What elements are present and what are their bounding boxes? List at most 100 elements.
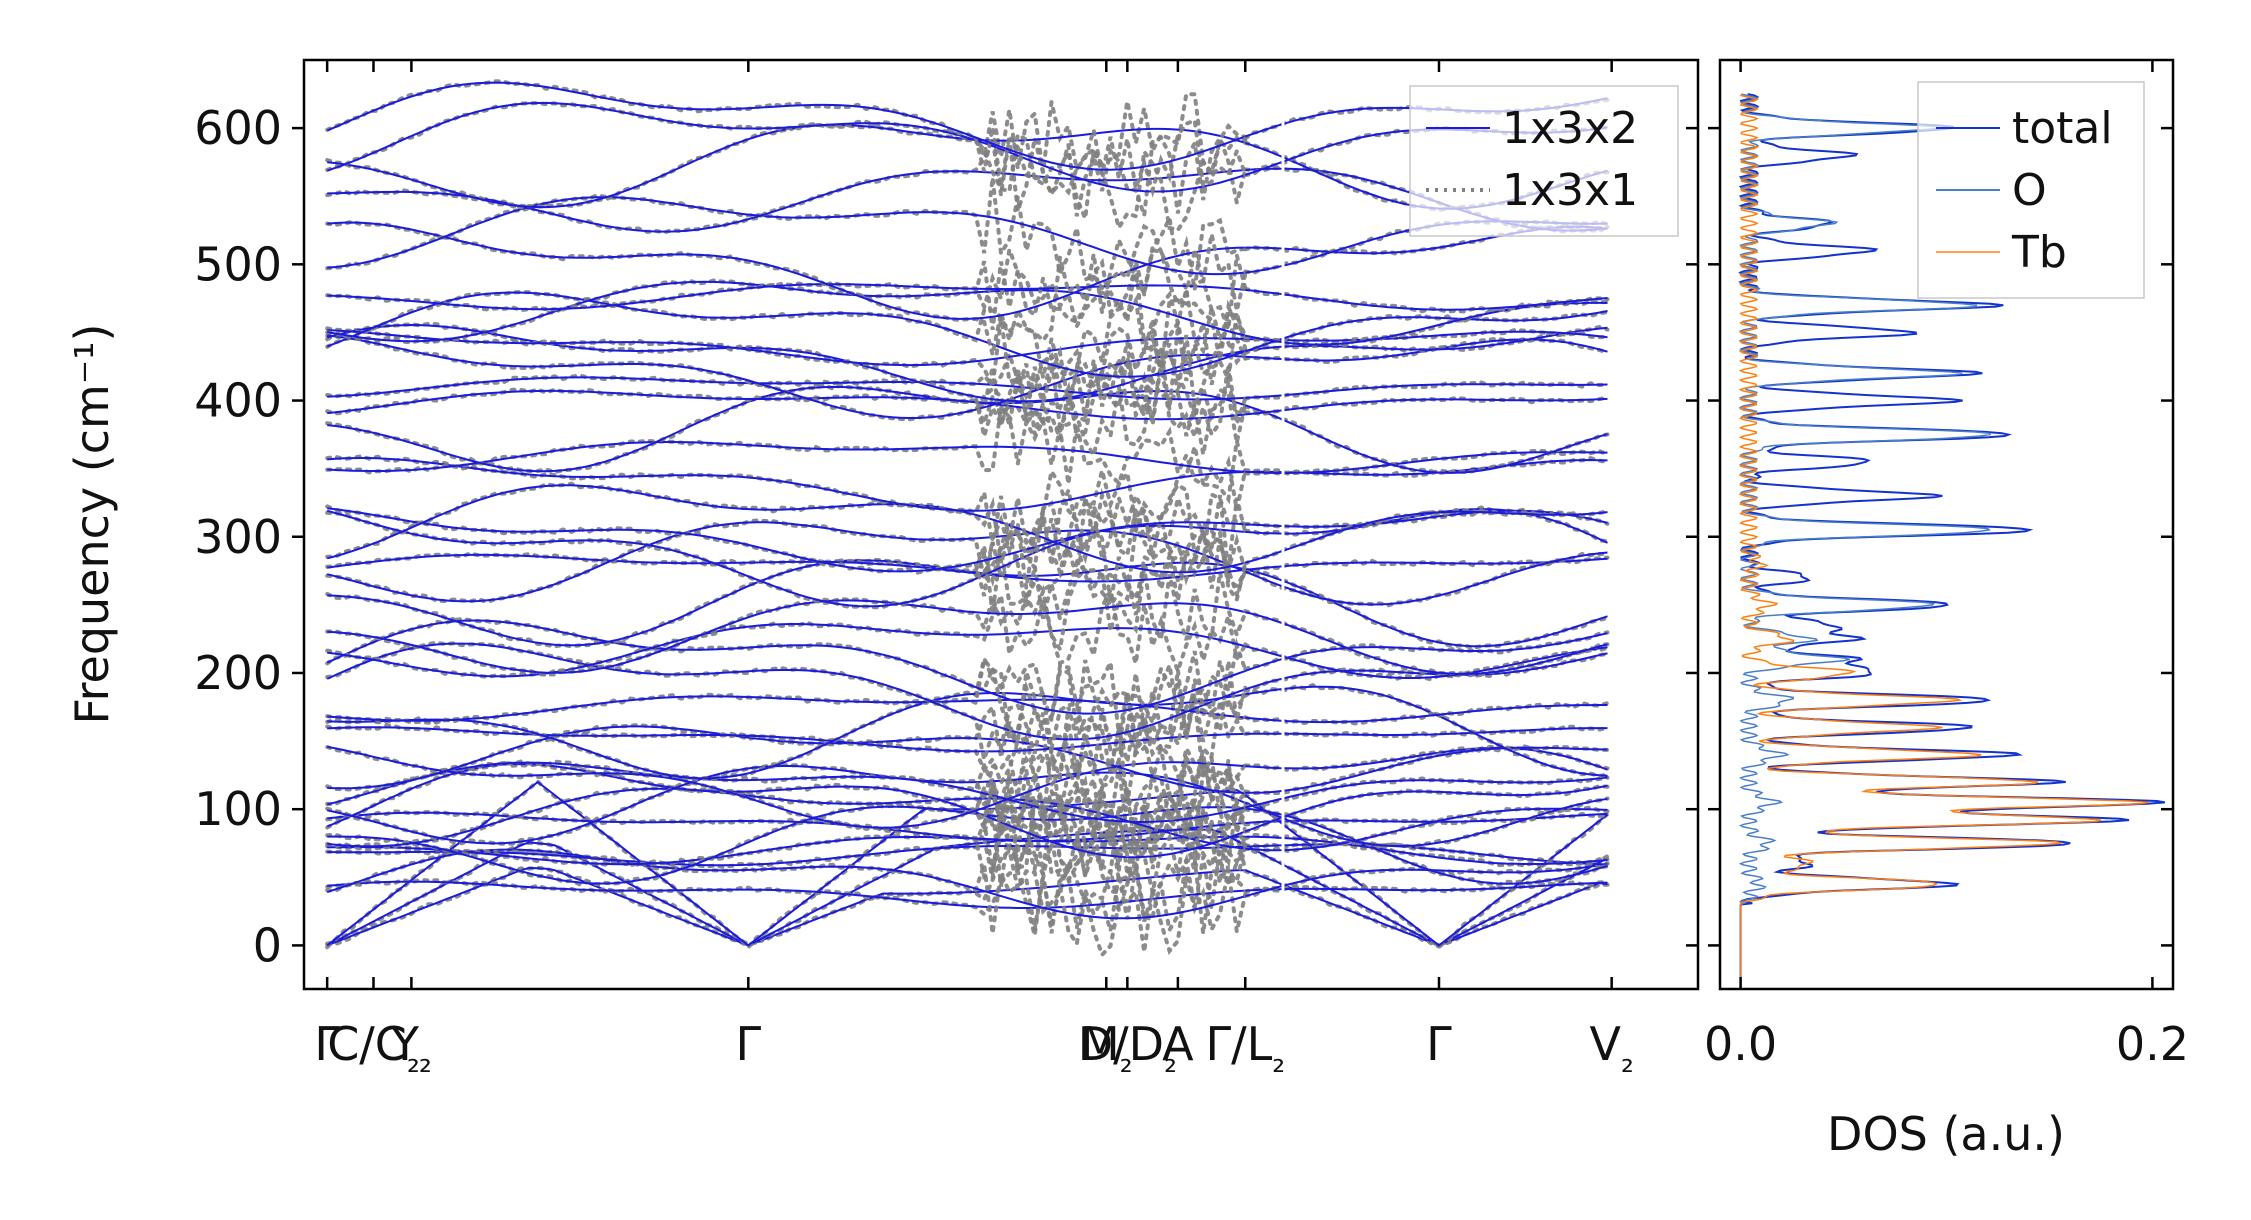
dos-line-o: [1738, 93, 1992, 989]
band-line-1x3x2: [327, 880, 1246, 909]
band-line-1x3x2: [1245, 727, 1608, 736]
band-line-1x3x1: [325, 754, 1248, 951]
band-line-1x3x1: [325, 177, 1248, 312]
band-line-1x3x2: [327, 507, 1246, 573]
band-line-1x3x2: [327, 221, 1246, 320]
band-line-1x3x1: [325, 79, 1248, 198]
band-line-1x3x1: [1243, 840, 1610, 869]
dos-x-tick-label: 0.2: [2116, 1017, 2189, 1071]
k-point-label: Γ: [1426, 1017, 1452, 1071]
band-line-1x3x2: [326, 101, 1246, 193]
band-line-1x3x2: [1245, 746, 1608, 794]
band-line-1x3x1: [325, 101, 1248, 233]
band-line-1x3x2: [326, 848, 1246, 920]
y-axis-label: Frequency (cm⁻¹): [65, 324, 119, 725]
dos-x-axis-label: DOS (a.u.): [1827, 1107, 2065, 1161]
band-legend-box: [1409, 85, 1679, 237]
band-line-1x3x2: [1245, 397, 1608, 416]
k-point-label: Γ/L₂: [1205, 1017, 1285, 1080]
band-line-1x3x2: [327, 726, 1246, 753]
band-line-1x3x2: [1245, 704, 1608, 724]
band-line-1x3x1: [1243, 630, 1610, 671]
k-point-label: Γ: [735, 1017, 761, 1071]
band-line-1x3x1: [325, 294, 1248, 394]
band-line-1x3x2: [327, 725, 1246, 794]
band-line-1x3x2: [326, 323, 1246, 403]
band-line-1x3x2: [327, 599, 1246, 674]
band-line-1x3x2: [327, 389, 1246, 421]
band-line-1x3x1: [325, 366, 1248, 461]
band-line-1x3x1: [325, 847, 1248, 959]
band-line-1x3x1: [1243, 775, 1610, 809]
band-line-1x3x2: [1244, 632, 1608, 672]
k-point-label: D/D₂: [1078, 1017, 1177, 1080]
band-line-1x3x1: [325, 651, 1248, 782]
band-line-1x3x2: [326, 642, 1246, 741]
band-line-1x3x2: [1245, 288, 1608, 311]
band-line-1x3x2: [1245, 685, 1608, 777]
band-line-1x3x2: [327, 695, 1246, 722]
dos-line-tb: [1738, 93, 2149, 989]
band-line-1x3x2: [327, 623, 1246, 678]
band-line-1x3x2: [326, 81, 1246, 171]
legend-label-1x3x1: 1x3x1: [1502, 165, 1638, 216]
band-line-1x3x2: [1245, 383, 1608, 399]
y-tick-label: 100: [194, 782, 282, 836]
band-line-1x3x1: [325, 481, 1248, 605]
dos-panel: 0.0 0.2 DOS (a.u.) total O Tb: [1704, 58, 2189, 1161]
band-line-1x3x2: [1245, 611, 1608, 676]
dos-x-ticks: 0.0 0.2: [1704, 60, 2189, 1071]
k-point-label: V₂: [1590, 1017, 1634, 1080]
band-line-1x3x1: [325, 132, 1248, 235]
band-line-1x3x2: [1245, 326, 1608, 352]
band-line-1x3x2: [1245, 746, 1608, 771]
band-legend: 1x3x2 1x3x1: [1409, 85, 1679, 237]
band-line-1x3x2: [1245, 568, 1608, 648]
band-line-1x3x2: [326, 619, 1246, 715]
band-line-1x3x2: [1245, 330, 1608, 342]
band-line-1x3x1: [325, 260, 1248, 356]
band-line-1x3x1: [1243, 568, 1610, 651]
band-line-1x3x2: [1245, 509, 1608, 528]
band-line-1x3x2: [1245, 510, 1608, 564]
band-line-1x3x2: [1244, 797, 1608, 848]
band-line-1x3x2: [1245, 645, 1608, 679]
band-line-1x3x2: [1245, 338, 1608, 362]
band-line-1x3x1: [1243, 805, 1610, 854]
dos-lines: [1738, 93, 2166, 989]
k-point-label: Γ: [314, 1017, 340, 1071]
k-point-label: Y₂: [390, 1017, 432, 1080]
band-plot-frame: [302, 58, 1700, 991]
band-line-1x3x2: [1245, 863, 1608, 898]
band-line-1x3x2: [327, 169, 1246, 233]
band-line-1x3x2: [326, 484, 1246, 574]
band-line-1x3x2: [326, 291, 1246, 378]
band-line-1x3x2: [327, 457, 1246, 512]
legend-label-o: O: [2012, 165, 2047, 216]
band-line-1x3x2: [327, 553, 1246, 583]
legend-label-1x3x2: 1x3x2: [1502, 103, 1638, 154]
k-point-label: C/C₂: [327, 1017, 420, 1080]
band-line-1x3x2: [1244, 310, 1608, 353]
band-line-1x3x2: [326, 780, 1246, 947]
y-tick-label: 0: [253, 918, 282, 972]
band-line-1x3x2: [1244, 404, 1608, 474]
band-line-1x3x2: [327, 196, 1246, 276]
k-point-label: M₂: [1080, 1017, 1133, 1080]
band-line-1x3x2: [1245, 843, 1608, 866]
band-line-1x3x2: [327, 283, 1246, 311]
band-line-1x3x2: [1244, 869, 1608, 947]
dos-legend: total O Tb: [1917, 81, 2145, 299]
band-line-1x3x2: [1245, 881, 1608, 892]
dos-plot-frame: [1718, 58, 2175, 991]
y-tick-label: 200: [194, 646, 282, 700]
band-line-1x3x1: [1243, 286, 1610, 314]
band-line-1x3x2: [327, 329, 1246, 367]
band-line-1x3x2: [327, 280, 1246, 343]
legend-label-total: total: [2012, 103, 2113, 154]
band-line-1x3x2: [1245, 776, 1608, 809]
band-line-1x3x1: [325, 531, 1248, 627]
band-line-1x3x2: [1245, 835, 1608, 865]
